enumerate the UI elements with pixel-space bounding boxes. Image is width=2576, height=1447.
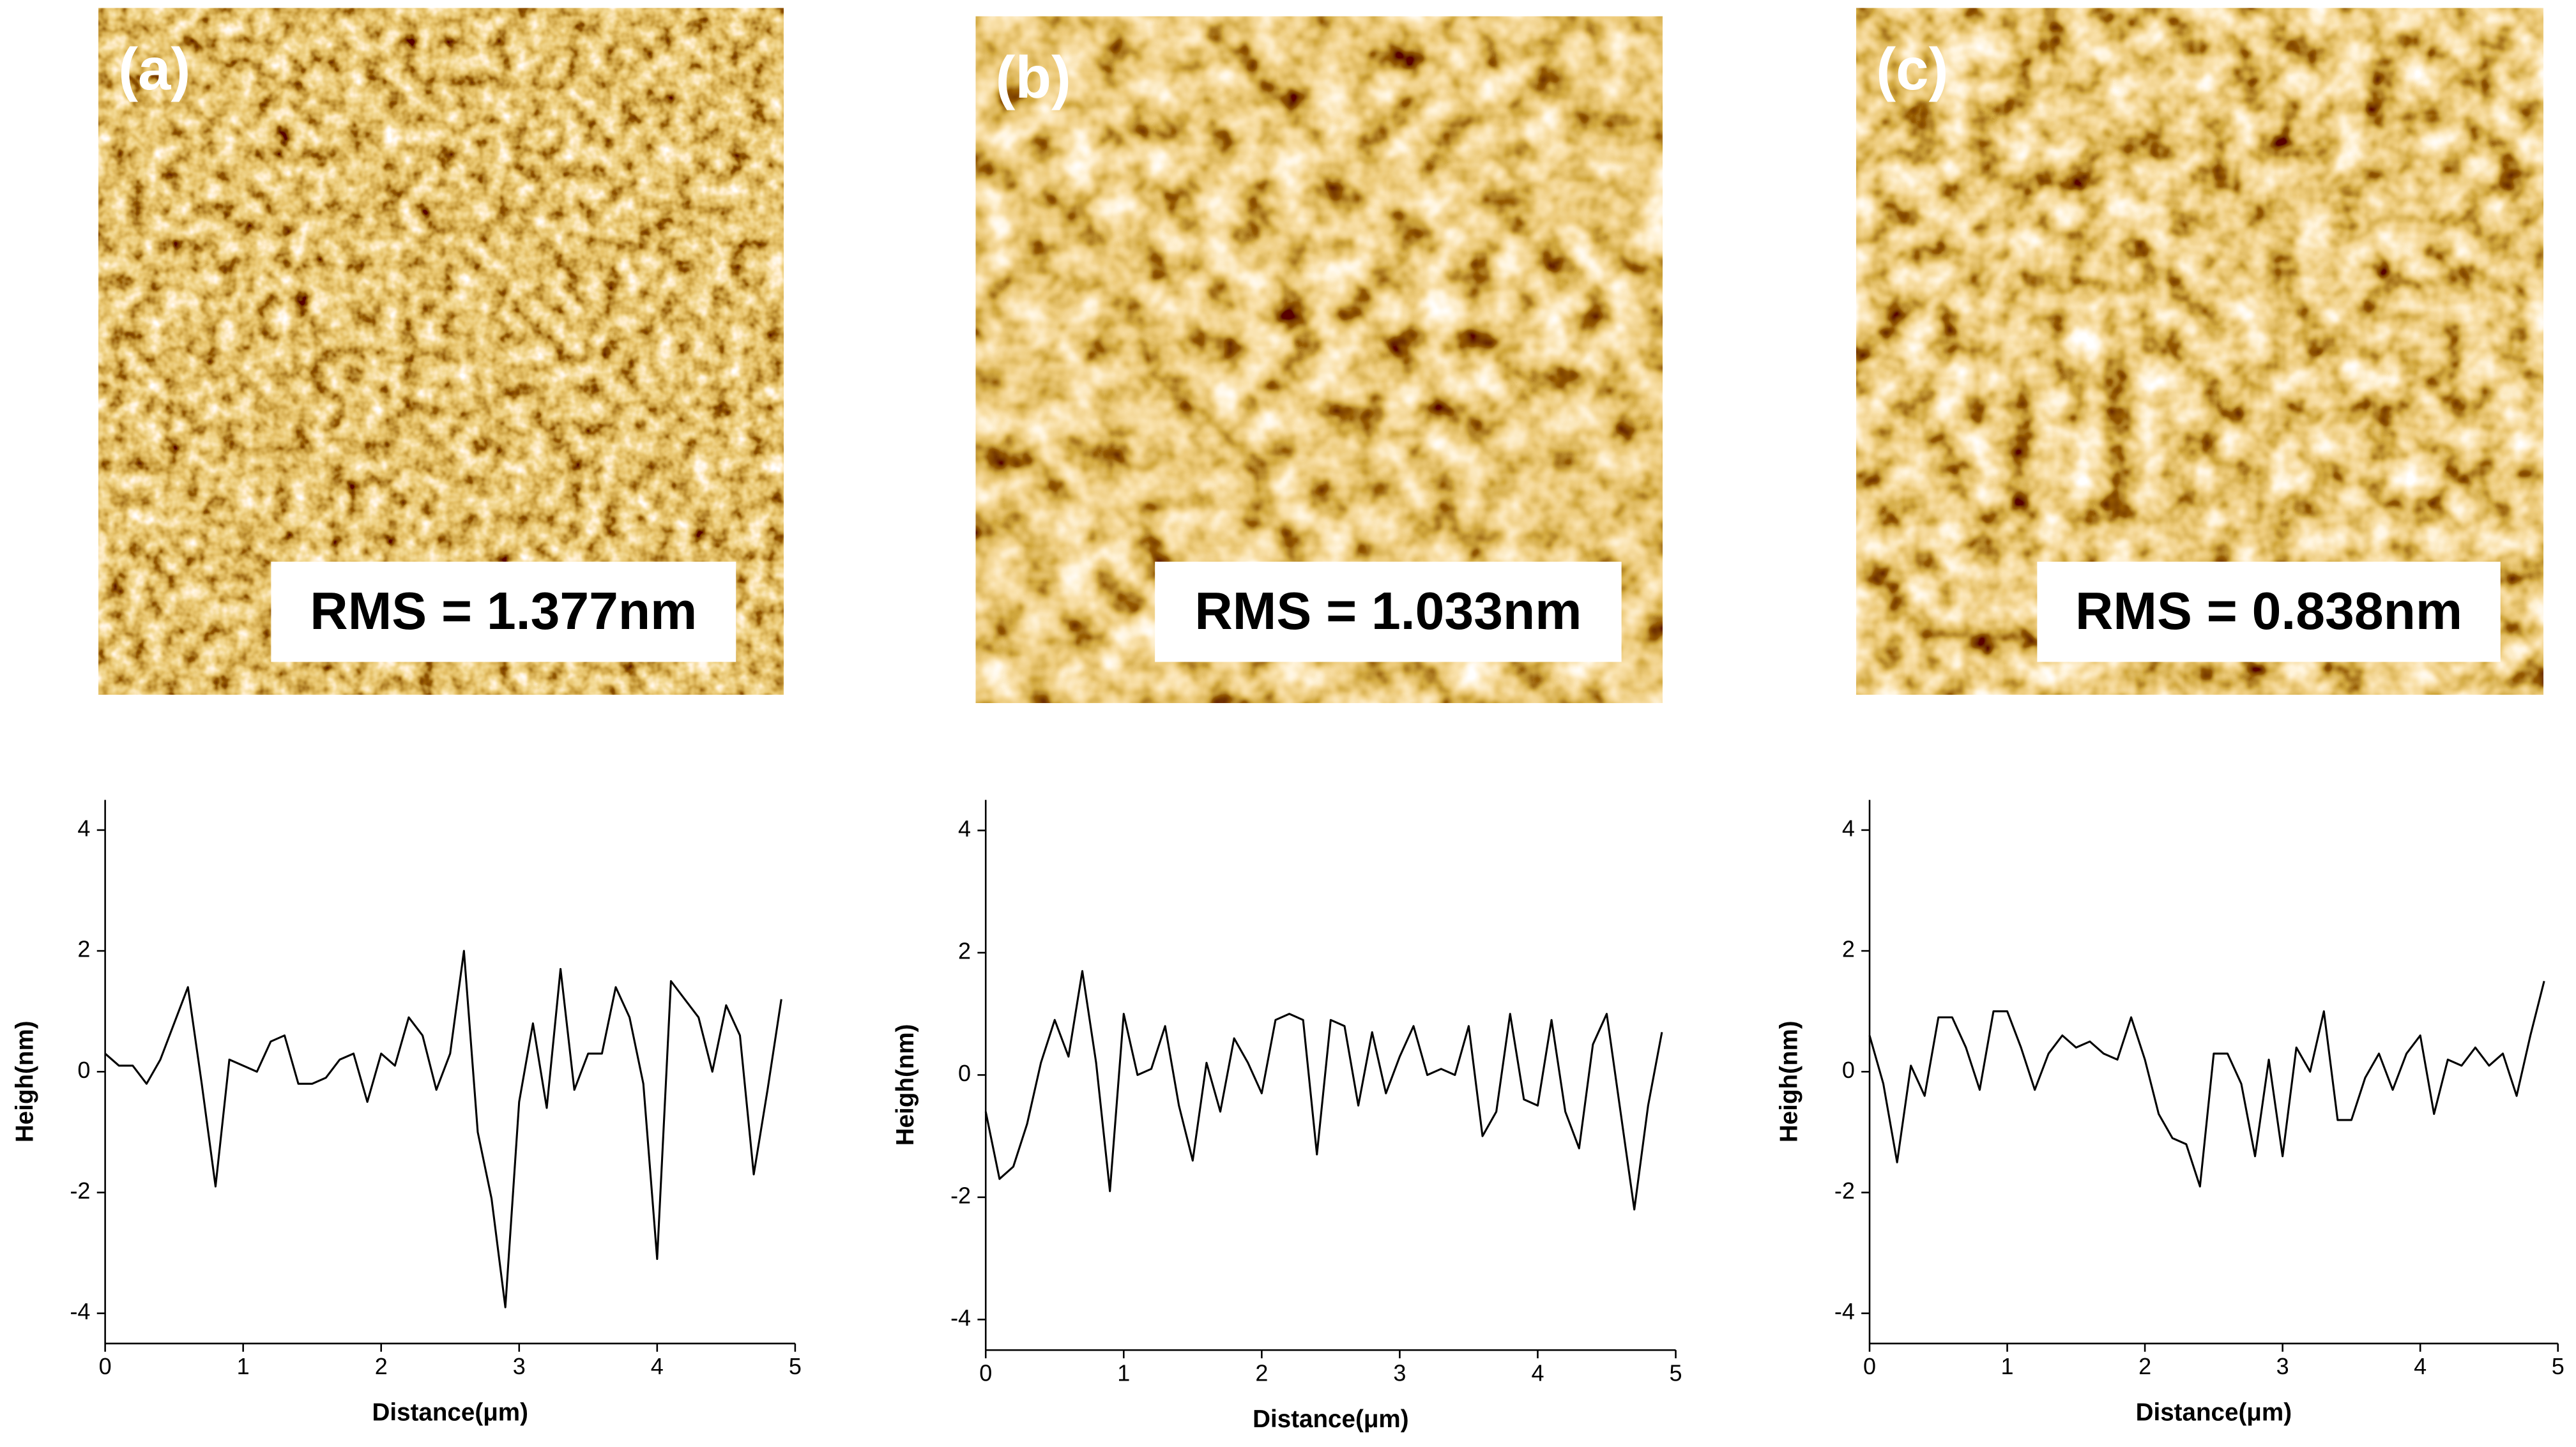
x-tick-label: 3: [1393, 1360, 1406, 1386]
y-tick-label: -2: [950, 1182, 971, 1208]
x-tick-label: 5: [2552, 1353, 2565, 1379]
x-tick-label: 3: [2276, 1353, 2289, 1379]
x-tick-label: 0: [1863, 1353, 1876, 1379]
x-tick-label: 1: [1117, 1360, 1130, 1386]
x-tick-label: 5: [1669, 1360, 1682, 1386]
y-tick-label: 2: [1842, 936, 1855, 962]
x-tick-label: 1: [2001, 1353, 2014, 1379]
x-tick-label: 4: [1531, 1360, 1544, 1386]
x-tick-label: 4: [651, 1353, 664, 1379]
profile-line: [104, 950, 782, 1308]
annotation-box: [2037, 561, 2501, 662]
x-tick-label: 2: [375, 1353, 388, 1379]
y-axis-title: Heigh(nm): [11, 1020, 38, 1142]
panel-label: (a): [118, 36, 190, 102]
x-axis-title: Distance(μm): [372, 1399, 528, 1427]
y-tick-label: 0: [77, 1057, 90, 1083]
y-tick-label: -2: [70, 1178, 90, 1204]
profile-line: [984, 970, 1663, 1211]
annotation: RMS = 1.033nm: [1194, 582, 1581, 640]
x-tick-label: 2: [2138, 1353, 2151, 1379]
profile-line: [1868, 980, 2545, 1188]
x-tick-label: 2: [1255, 1360, 1268, 1386]
x-tick-label: 0: [979, 1360, 992, 1386]
y-tick-label: 0: [958, 1060, 971, 1086]
x-axis-title: Distance(μm): [1253, 1405, 1408, 1433]
y-tick-label: 0: [1842, 1057, 1855, 1083]
x-tick-label: 4: [2414, 1353, 2427, 1379]
annotation-box: [271, 561, 736, 662]
annotation: RMS = 0.838nm: [2075, 582, 2462, 640]
panel-label: (c): [1876, 36, 1948, 102]
y-axis-title: Heigh(nm): [1776, 1020, 1803, 1142]
x-tick-label: 5: [789, 1353, 802, 1379]
y-tick-label: 4: [958, 815, 971, 842]
y-tick-label: 4: [77, 815, 90, 841]
y-tick-label: -4: [1834, 1298, 1855, 1324]
annotation: RMS = 1.377nm: [310, 582, 697, 640]
y-axis-title: Heigh(nm): [892, 1024, 919, 1146]
y-tick-label: -4: [70, 1298, 90, 1324]
y-tick-label: -4: [950, 1305, 971, 1331]
x-tick-label: 0: [99, 1353, 112, 1379]
x-axis-title: Distance(μm): [2136, 1399, 2292, 1427]
panel-label: (b): [996, 44, 1071, 110]
y-tick-label: 2: [958, 937, 971, 964]
x-tick-label: 3: [513, 1353, 526, 1379]
y-tick-label: 2: [77, 936, 90, 962]
y-tick-label: 4: [1842, 815, 1855, 841]
x-tick-label: 1: [237, 1353, 250, 1379]
y-tick-label: -2: [1834, 1178, 1855, 1204]
annotation-box: [1155, 561, 1622, 662]
